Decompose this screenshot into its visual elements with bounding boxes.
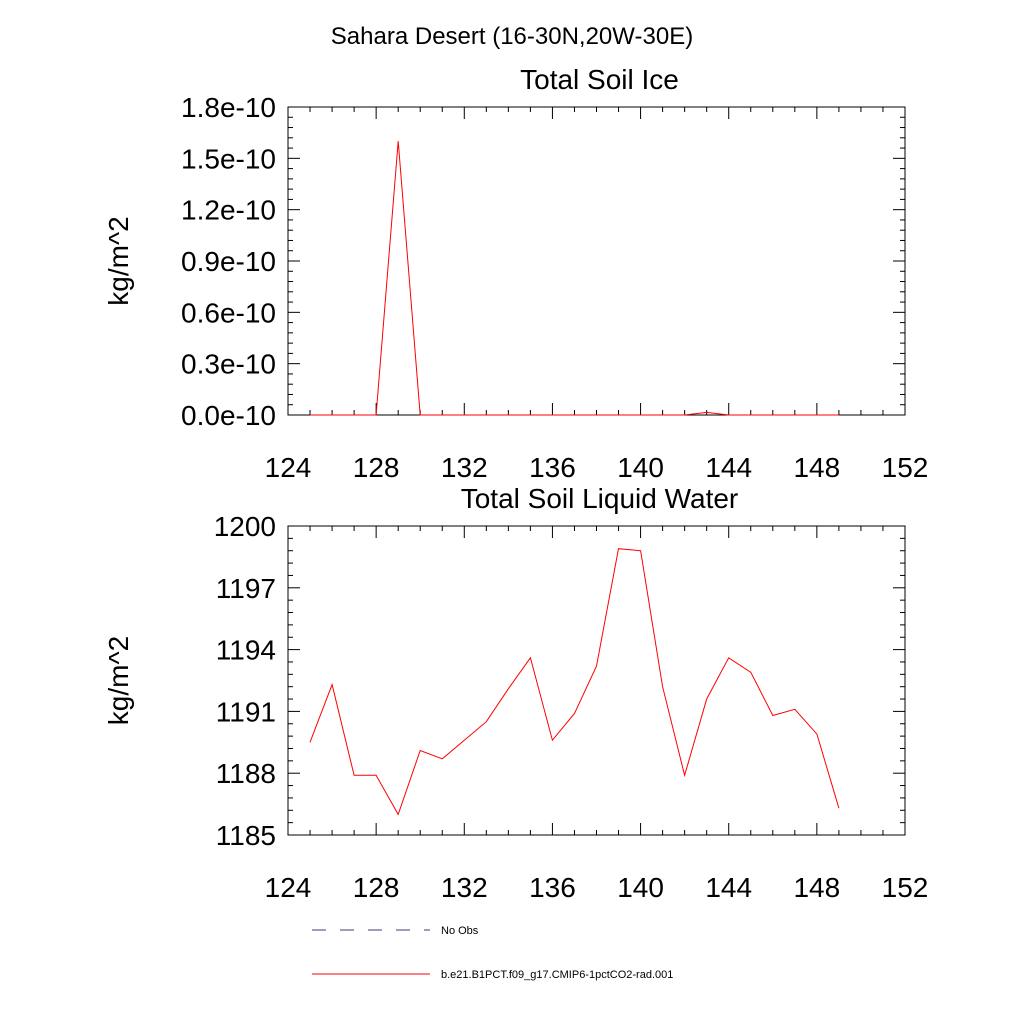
x-tick-label: 148: [793, 452, 840, 483]
x-tick-label: 124: [265, 872, 312, 903]
y-tick-label: 0.3e-10: [181, 349, 276, 380]
y-tick-label: 1191: [216, 696, 276, 727]
page-title: Sahara Desert (16-30N,20W-30E): [331, 23, 693, 50]
x-tick-label: 124: [265, 452, 312, 483]
chart-panel-2: Total Soil Liquid Water kg/m^2 124 128 132 13…: [103, 483, 928, 903]
x-tick-label: 132: [441, 872, 488, 903]
x-tick-label: 148: [793, 872, 840, 903]
x-tick-label: 128: [353, 452, 400, 483]
y-tick-label: 0.0e-10: [181, 400, 276, 431]
x-tick-label: 128: [353, 872, 400, 903]
chart-panels: Total Soil Ice kg/m^2 124 128 132 136 140 144 14…: [103, 64, 928, 903]
x-tick-label: 152: [882, 452, 929, 483]
y-axis-label: kg/m^2: [103, 216, 134, 305]
y-tick-label: 1.8e-10: [181, 92, 276, 123]
chart-panel-1: Total Soil Ice kg/m^2 124 128 132 136 140 144 14…: [103, 64, 928, 483]
y-tick-label: 1188: [216, 758, 276, 789]
y-tick-label: 1194: [216, 635, 276, 666]
x-tick-label: 144: [705, 872, 752, 903]
y-tick-label: 1197: [216, 573, 276, 604]
x-tick-label: 140: [617, 452, 664, 483]
plot-frame: [287, 525, 906, 836]
plot-frame: [287, 106, 906, 416]
series-line: [309, 548, 840, 816]
x-tick-label: 132: [441, 452, 488, 483]
x-tick-label: 136: [529, 452, 576, 483]
chart-title: Total Soil Ice: [520, 64, 679, 95]
y-tick-label: 1200: [214, 511, 276, 542]
chart-title: Total Soil Liquid Water: [461, 483, 739, 514]
y-tick-label: 1.2e-10: [181, 195, 276, 226]
y-tick-label: 0.6e-10: [181, 297, 276, 328]
y-axis-label: kg/m^2: [103, 636, 134, 725]
x-tick-label: 144: [705, 452, 752, 483]
legend-label-model: b.e21.B1PCT.f09_g17.CMIP6-1pctCO2-rad.00…: [441, 969, 673, 981]
y-tick-label: 0.9e-10: [181, 246, 276, 277]
legend: No Obs b.e21.B1PCT.f09_g17.CMIP6-1pctCO2…: [312, 925, 673, 981]
y-tick-label: 1.5e-10: [181, 143, 276, 174]
x-tick-label: 140: [617, 872, 664, 903]
x-tick-label: 136: [529, 872, 576, 903]
y-tick-label: 1185: [216, 820, 276, 851]
x-tick-label: 152: [882, 872, 929, 903]
legend-label-no-obs: No Obs: [441, 925, 479, 937]
series-line: [310, 141, 839, 416]
